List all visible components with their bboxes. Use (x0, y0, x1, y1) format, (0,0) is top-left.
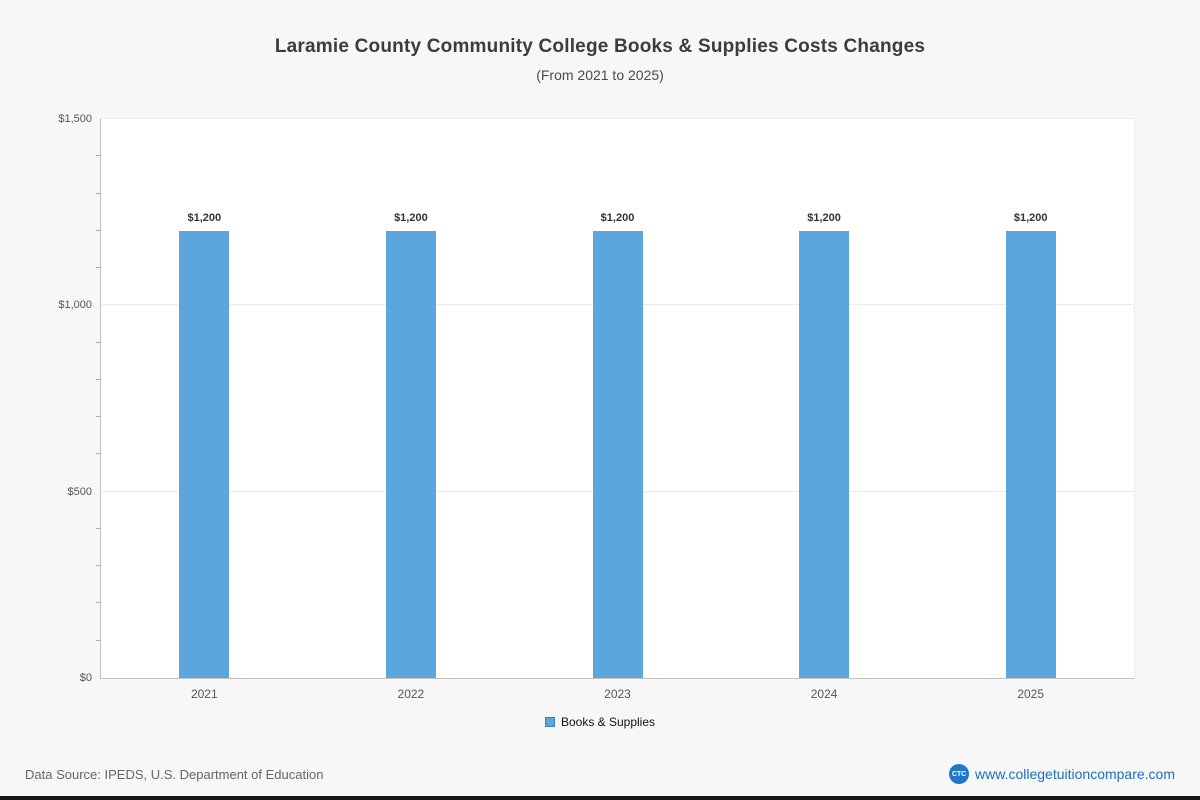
y-minor-tick (96, 341, 101, 343)
ctc-logo-icon: CTC (949, 764, 970, 784)
bar-2021[interactable] (179, 230, 230, 678)
bar-value-label: $1,200 (394, 211, 428, 224)
footer: Data Source: IPEDS, U.S. Department of E… (0, 764, 1200, 784)
y-minor-tick (96, 639, 101, 641)
legend-item-books-supplies[interactable]: Books & Supplies (0, 715, 1200, 729)
bar-value-label: $1,200 (807, 211, 841, 224)
window-bottom-edge (0, 796, 1200, 800)
x-tick-label: 2022 (397, 687, 425, 701)
bar-value-label: $1,200 (600, 211, 635, 224)
y-gridline (101, 118, 1134, 119)
bar-2025[interactable] (1005, 230, 1056, 678)
x-tick-label: 2025 (1017, 687, 1045, 701)
bar-chart-plot-area: $0 $500 $1,000 $1,500 $1,200 2021 $1,200 2022 $1… (58, 113, 1135, 701)
y-minor-tick (96, 267, 101, 269)
y-minor-tick (96, 416, 101, 418)
y-minor-tick (96, 192, 101, 194)
chart-subtitle: (From 2021 to 2025) (536, 67, 664, 83)
y-tick-label: $0 (79, 672, 92, 684)
y-minor-tick (96, 155, 101, 157)
y-tick-label: $1,000 (58, 299, 92, 312)
bar-2024[interactable] (799, 230, 850, 678)
legend-swatch-icon (544, 717, 555, 727)
y-minor-tick (96, 602, 101, 604)
y-minor-tick (96, 453, 101, 455)
site-link[interactable]: CTC www.collegetuitioncompare.com (949, 764, 1175, 784)
y-minor-tick (96, 527, 101, 529)
bar-2023[interactable] (592, 230, 643, 678)
y-minor-tick (96, 229, 101, 231)
legend-label: Books & Supplies (560, 715, 656, 729)
y-tick-label: $500 (67, 485, 92, 498)
y-tick-label: $1,500 (58, 113, 92, 125)
site-url: www.collegetuitioncompare.com (975, 766, 1175, 782)
data-source-text: Data Source: IPEDS, U.S. Department of E… (25, 766, 324, 782)
x-tick-label: 2023 (604, 687, 631, 701)
bar-2022[interactable] (385, 230, 436, 678)
y-minor-tick (96, 378, 101, 380)
x-tick-label: 2024 (810, 687, 838, 701)
bar-value-label: $1,200 (1013, 211, 1048, 224)
bar-value-label: $1,200 (187, 211, 222, 224)
x-tick-label: 2021 (190, 687, 218, 701)
chart-title: Laramie County Community College Books &… (274, 36, 926, 57)
y-minor-tick (96, 565, 101, 567)
